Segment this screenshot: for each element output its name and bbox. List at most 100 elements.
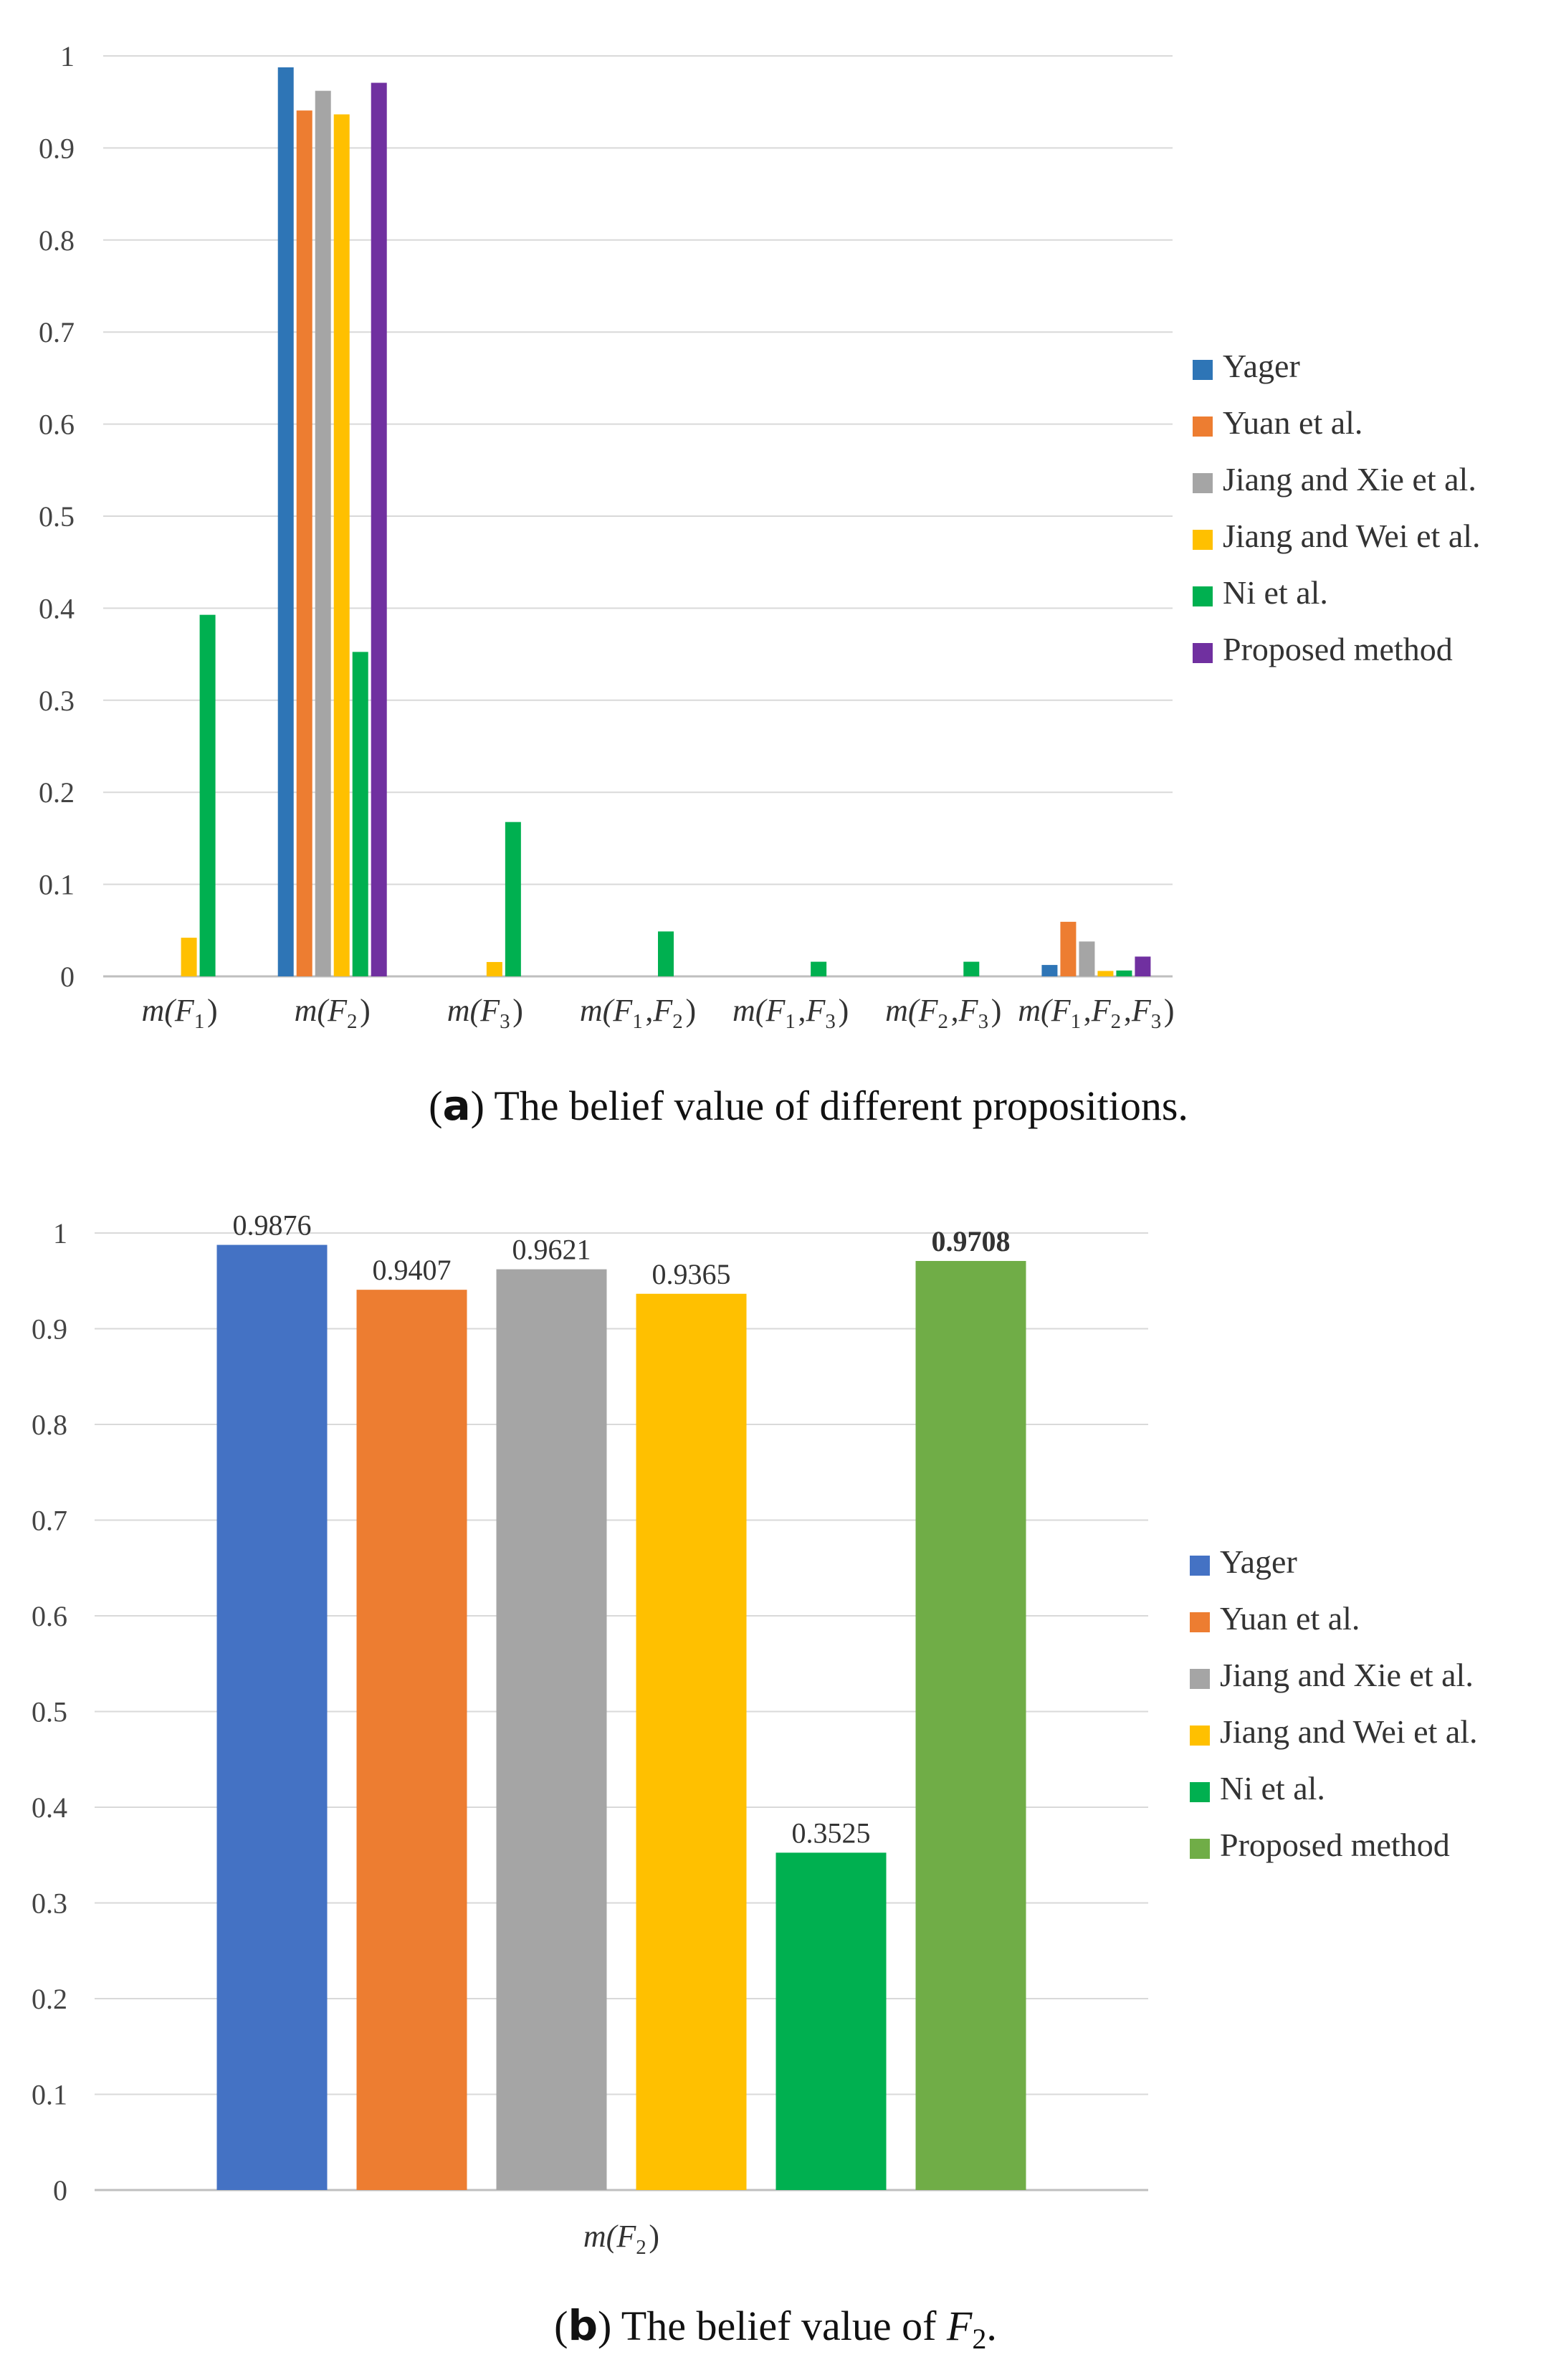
legend-swatch [1193, 416, 1213, 437]
y-tick-label: 0.4 [39, 592, 75, 624]
y-tick-label: 1 [53, 1217, 67, 1250]
legend-label: Proposed method [1223, 631, 1453, 667]
bar-jiang-and-xie-et-al [1079, 941, 1095, 976]
legend-swatch [1190, 1669, 1210, 1689]
data-label: 0.9876 [233, 1209, 312, 1242]
x-tick-label: m(F2 ) [295, 993, 371, 1033]
bar-yager [277, 67, 294, 976]
y-tick-label: 0.6 [39, 409, 75, 441]
legend-item: Proposed method [1190, 1827, 1450, 1863]
legend-item: Jiang and Xie et al. [1190, 1657, 1474, 1693]
legend-label: Proposed method [1220, 1827, 1450, 1863]
bar-ni-et-al [963, 961, 980, 976]
bar-jiang-and-wei-et-al [333, 114, 350, 977]
y-tick-label: 0 [53, 2174, 67, 2207]
legend-item: Ni et al. [1190, 1770, 1325, 1807]
bar-ni-et-al [776, 1852, 887, 2190]
bar-jiang-and-xie-et-al [496, 1269, 607, 2190]
bar-jiang-and-wei-et-al [1097, 971, 1114, 976]
data-label: 0.9407 [373, 1254, 452, 1286]
y-tick-label: 1 [60, 40, 75, 72]
bar-proposed-method [371, 82, 387, 976]
x-tick-label: m(F2 ) [583, 2219, 659, 2259]
legend-item: Proposed method [1193, 631, 1453, 667]
legend-label: Yager [1220, 1543, 1297, 1580]
legend-swatch [1190, 1839, 1210, 1859]
bar-jiang-and-wei-et-al [486, 961, 502, 976]
data-label: 0.9708 [932, 1225, 1011, 1257]
chart-a: 0 0.1 0.2 0.3 0.4 0.5 0.6 0.7 0.8 0.9 1 m(F1 ) m(F2 … [39, 40, 1481, 1130]
y-tick-label: 0.2 [39, 776, 75, 809]
bar-ni-et-al [1116, 970, 1132, 976]
chart-b: 0 0.1 0.2 0.3 0.4 0.5 0.6 0.7 0.8 0.9 1 0.9876 0.940… [32, 1209, 1478, 2355]
y-tick-label: 0.6 [32, 1600, 67, 1632]
legend-label: Yuan et al. [1220, 1600, 1360, 1637]
bar-jiang-and-xie-et-al [315, 90, 331, 977]
legend-item: Yager [1193, 348, 1300, 384]
y-tick-label: 0.3 [39, 685, 75, 717]
y-tick-label: 0.7 [32, 1505, 67, 1537]
x-tick-label: m(F1 ,F2 ,F3 ) [1018, 993, 1174, 1033]
legend-item: Jiang and Xie et al. [1193, 461, 1476, 498]
bar-ni-et-al [505, 822, 521, 976]
y-tick-label: 0.1 [39, 869, 75, 901]
bar-jiang-and-wei-et-al [636, 1293, 747, 2190]
bar-jiang-and-wei-et-al [181, 938, 197, 976]
legend-item: Yuan et al. [1193, 404, 1363, 441]
y-tick-label: 0.3 [32, 1888, 67, 1920]
y-tick-label: 0.5 [39, 500, 75, 533]
data-label: 0.3525 [792, 1817, 871, 1849]
legend-label: Yager [1223, 348, 1300, 384]
figure-caption: (a) The belief value of different propos… [429, 1081, 1188, 1130]
bar-yuan-et-al [1060, 921, 1077, 976]
legend-item: Yager [1190, 1543, 1297, 1580]
y-tick-label: 0.5 [32, 1696, 67, 1728]
x-tick-label: m(F3 ) [447, 993, 523, 1033]
legend-swatch [1193, 643, 1213, 663]
bar-yager [216, 1244, 328, 2190]
legend-label: Ni et al. [1223, 574, 1328, 611]
legend-label: Jiang and Xie et al. [1223, 461, 1476, 498]
legend-item: Jiang and Wei et al. [1193, 518, 1481, 554]
bar-ni-et-al [199, 614, 216, 976]
legend-swatch [1190, 1726, 1210, 1746]
legend-swatch [1190, 1612, 1210, 1632]
legend-item: Yuan et al. [1190, 1600, 1360, 1637]
bar-proposed-method [1135, 956, 1151, 976]
legend-item: Ni et al. [1193, 574, 1328, 611]
bar-ni-et-al [352, 652, 368, 976]
y-tick-label: 0.7 [39, 316, 75, 348]
legend-swatch [1193, 473, 1213, 493]
legend-item: Jiang and Wei et al. [1190, 1713, 1478, 1750]
x-tick-label: m(F1 ) [141, 993, 217, 1033]
y-tick-label: 0 [60, 961, 75, 993]
y-tick-label: 0.2 [32, 1983, 67, 2015]
legend-label: Yuan et al. [1223, 404, 1363, 441]
legend-label: Jiang and Wei et al. [1223, 518, 1481, 554]
y-tick-label: 0.8 [32, 1409, 67, 1441]
bar-ni-et-al [658, 931, 674, 976]
bar-ni-et-al [811, 961, 827, 976]
figure-caption: (b) The belief value of F2. [554, 2301, 997, 2355]
legend-swatch [1193, 360, 1213, 380]
legend-swatch [1193, 586, 1213, 606]
legend-swatch [1190, 1782, 1210, 1802]
data-label: 0.9365 [652, 1258, 731, 1290]
legend-swatch [1193, 530, 1213, 550]
legend-label: Jiang and Xie et al. [1220, 1657, 1474, 1693]
x-tick-label: m(F2 ,F3 ) [885, 993, 1001, 1033]
legend-swatch [1190, 1556, 1210, 1576]
y-tick-label: 0.4 [32, 1791, 67, 1824]
y-tick-label: 0.9 [32, 1313, 67, 1346]
bar-yuan-et-al [296, 110, 312, 976]
legend-label: Ni et al. [1220, 1770, 1325, 1807]
bar-yuan-et-al [356, 1290, 467, 2190]
x-tick-label: m(F1 ,F2 ) [580, 993, 696, 1033]
y-tick-label: 0.1 [32, 2079, 67, 2111]
y-tick-label: 0.9 [39, 132, 75, 164]
x-tick-label: m(F1 ,F3 ) [732, 993, 849, 1033]
legend-label: Jiang and Wei et al. [1220, 1713, 1478, 1750]
data-label: 0.9621 [512, 1234, 591, 1266]
bar-proposed-method [915, 1260, 1026, 2190]
